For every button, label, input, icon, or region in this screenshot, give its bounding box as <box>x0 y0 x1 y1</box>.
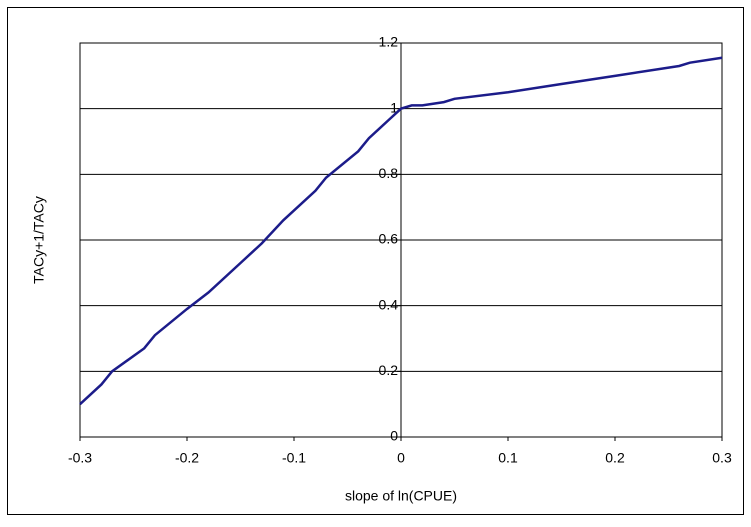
data-line <box>79 56 723 406</box>
x-tick-label: -0.2 <box>175 450 199 466</box>
x-tick-label: 0.3 <box>712 450 732 466</box>
y-axis-label: TACy+1/TACy <box>31 196 47 284</box>
x-tick-label: 0.2 <box>605 450 625 466</box>
y-tick-label: 0.2 <box>379 362 399 378</box>
y-tick-label: 1 <box>390 99 398 115</box>
y-tick-label: 0.6 <box>379 231 399 247</box>
x-axis-label: slope of ln(CPUE) <box>345 488 457 504</box>
x-tick-label: -0.1 <box>282 450 306 466</box>
x-tick-label: 0 <box>397 450 405 466</box>
y-tick-label: 0 <box>390 428 398 444</box>
chart-frame <box>7 7 744 515</box>
x-tick-label: 0.1 <box>498 450 518 466</box>
y-tick-label: 0.4 <box>379 296 399 312</box>
x-tick-label: -0.3 <box>68 450 92 466</box>
y-tick-label: 0.8 <box>379 165 399 181</box>
y-tick-label: 1.2 <box>379 34 399 50</box>
